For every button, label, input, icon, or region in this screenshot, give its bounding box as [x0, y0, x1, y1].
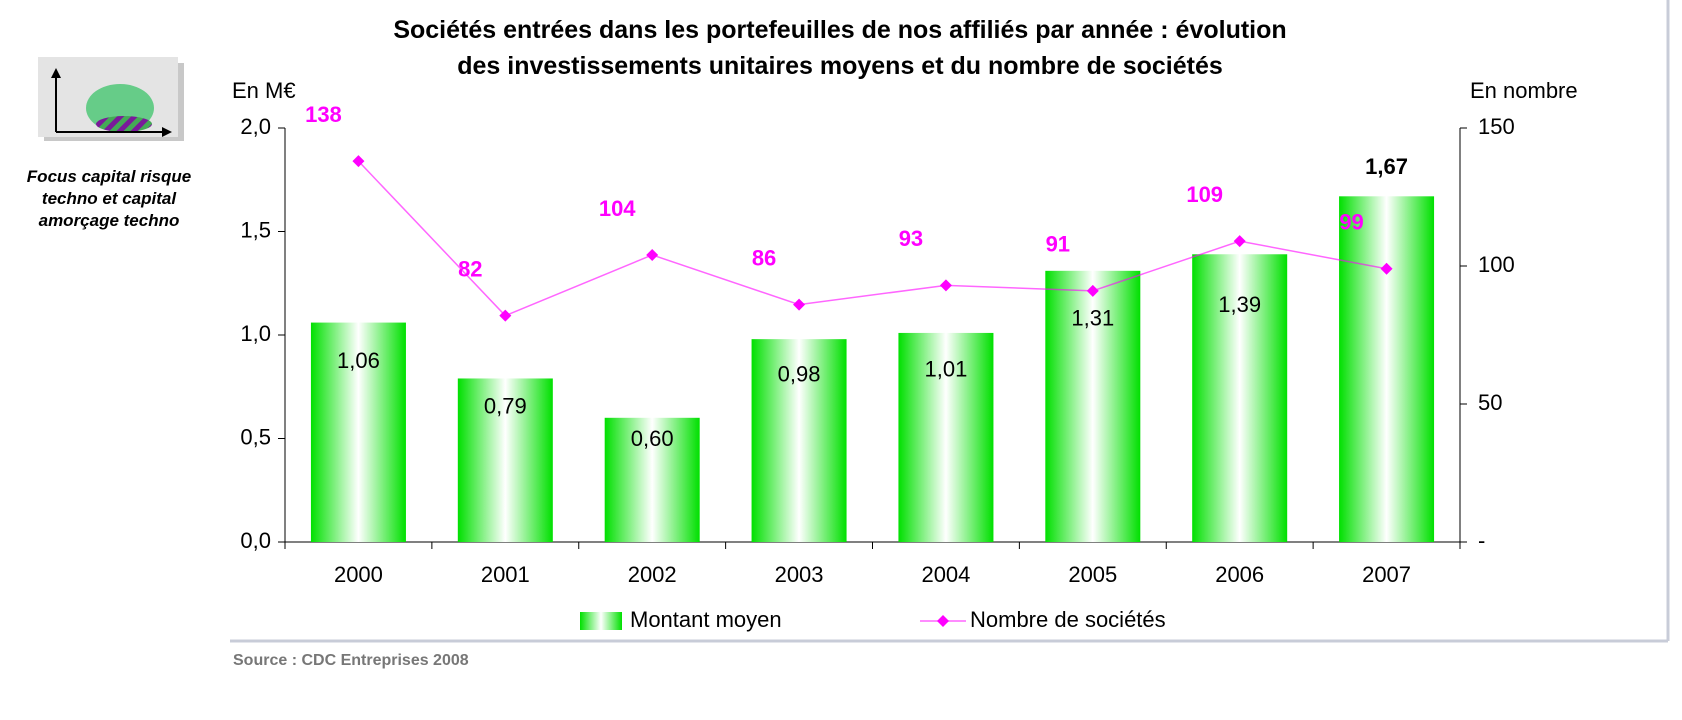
bar-value-label: 0,98: [778, 361, 821, 386]
x-tick-label: 2002: [628, 562, 677, 587]
bar: [457, 378, 553, 542]
line-marker: [1380, 262, 1393, 275]
bar-value-label: 1,39: [1218, 292, 1261, 317]
icon: [38, 57, 184, 141]
legend-marker: [937, 615, 949, 627]
line-value-label: 93: [899, 226, 923, 251]
y-tick-label: 0,0: [240, 528, 271, 553]
legend-label: Nombre de sociétés: [970, 607, 1166, 632]
x-tick-label: 2000: [334, 562, 383, 587]
bar-value-label: 0,60: [631, 426, 674, 451]
line-marker: [1233, 235, 1246, 248]
y2-tick-label: 50: [1478, 390, 1502, 415]
note: Focus capital risque techno et capital a…: [26, 167, 192, 230]
line-value-label: 91: [1046, 232, 1070, 257]
line-value-label: 86: [752, 245, 776, 270]
bar: [1339, 196, 1435, 542]
x-tick-label: 2001: [481, 562, 530, 587]
line-marker: [793, 298, 806, 311]
y-tick-label: 1,0: [240, 321, 271, 346]
line-value-label: 82: [458, 256, 482, 281]
line-value-label: 104: [599, 196, 636, 221]
x-tick-label: 2004: [921, 562, 970, 587]
legend-label: Montant moyen: [630, 607, 782, 632]
chart-title: Sociétés entrées dans les portefeuilles …: [393, 16, 1287, 80]
line: [357, 160, 1387, 317]
legend-swatch: [580, 612, 622, 630]
line-marker: [1086, 284, 1099, 297]
x-tick-label: 2005: [1068, 562, 1117, 587]
y-axis-label: En M€: [232, 78, 296, 103]
y-tick-label: 1,5: [240, 217, 271, 242]
y2-axis-label: En nombre: [1470, 78, 1578, 103]
x-tick-label: 2006: [1215, 562, 1264, 587]
bar-value-label: 1,31: [1071, 305, 1114, 330]
y-tick-label: 0,5: [240, 424, 271, 449]
line-value-label: 109: [1186, 182, 1223, 207]
bar: [1192, 254, 1288, 542]
x-tick-label: 2003: [775, 562, 824, 587]
source: Source : CDC Entreprises 2008: [233, 652, 469, 669]
y2-tick-label: -: [1478, 528, 1485, 553]
y-tick-label: 2,0: [240, 114, 271, 139]
bar-value-label: 1,06: [337, 348, 380, 373]
line-marker: [352, 155, 365, 168]
frame: [230, 0, 1670, 643]
line-value-label: 99: [1339, 210, 1363, 235]
line-value-label: 138: [305, 102, 342, 127]
bar-value-label: 1,01: [925, 356, 968, 381]
bar-value-label: 1,67: [1365, 154, 1408, 179]
x-tick-label: 2007: [1362, 562, 1411, 587]
bar: [1045, 270, 1141, 542]
y2-tick-label: 150: [1478, 114, 1515, 139]
bar: [898, 332, 994, 542]
bar: [310, 322, 406, 542]
line-marker: [939, 279, 952, 292]
y2-tick-label: 100: [1478, 252, 1515, 277]
line-marker: [499, 309, 512, 322]
line-marker: [646, 248, 659, 261]
bar-value-label: 0,79: [484, 394, 527, 419]
bar: [751, 339, 847, 542]
bar: [604, 417, 700, 542]
